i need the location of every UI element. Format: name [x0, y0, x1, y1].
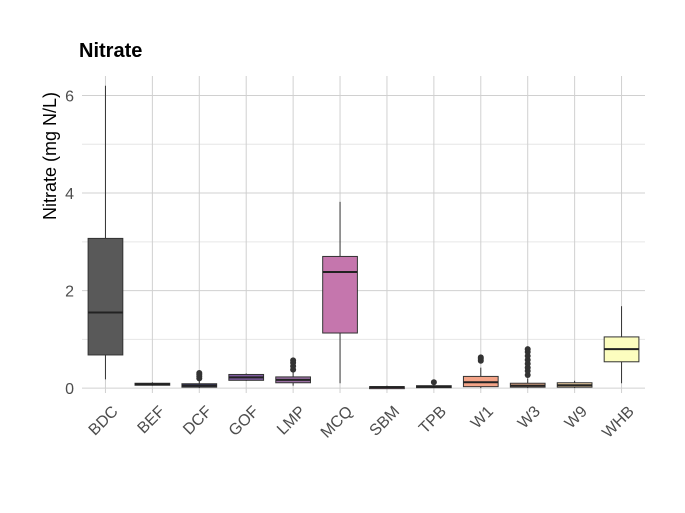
- y-tick-label: 4: [65, 186, 74, 203]
- box-w9: [556, 380, 593, 389]
- outlier-point: [524, 346, 531, 353]
- box-tpb: [416, 379, 452, 389]
- x-tick-label: BEF: [135, 403, 169, 437]
- box-mcq: [322, 201, 358, 384]
- box-body: [87, 237, 124, 356]
- outlier-point: [430, 379, 437, 386]
- chart-title: Nitrate: [79, 40, 142, 62]
- x-tick-label: W1: [468, 403, 497, 432]
- box-bef: [134, 382, 171, 386]
- outlier-point: [196, 370, 203, 377]
- box-whb: [603, 306, 640, 384]
- y-tick-label: 2: [65, 284, 74, 301]
- box-body: [322, 255, 358, 334]
- x-tick-label: MCQ: [318, 403, 356, 441]
- x-tick-label: TPB: [416, 403, 450, 437]
- box-dcf: [181, 370, 218, 389]
- outlier-point: [290, 357, 297, 364]
- x-tick-label: W3: [515, 403, 544, 432]
- box-lmp: [275, 357, 311, 386]
- box-bdc: [87, 85, 124, 380]
- box-w1: [462, 354, 499, 389]
- x-tick-label: BDC: [86, 403, 122, 439]
- x-tick-label: LMP: [274, 403, 309, 438]
- x-tick-label: GOF: [226, 403, 263, 440]
- x-tick-label: DCF: [180, 403, 215, 438]
- y-axis-label: Nitrate (mg N/L): [40, 92, 60, 220]
- y-axis-ticks: 0 2 4 6: [65, 89, 74, 399]
- box-sbm: [369, 385, 405, 390]
- outlier-point: [477, 354, 484, 361]
- x-tick-label: SBM: [367, 403, 404, 440]
- x-tick-label: WHB: [599, 403, 637, 441]
- boxes: [87, 85, 640, 390]
- x-tick-label: W9: [562, 403, 591, 432]
- box-gof: [228, 373, 265, 381]
- y-tick-label: 6: [65, 89, 74, 106]
- y-tick-label: 0: [65, 381, 74, 398]
- grid-lines: [82, 76, 645, 393]
- box-w3: [509, 346, 546, 389]
- x-axis-ticks: BDC BEF DCF GOF LMP MCQ SBM TPB W1 W3 W9 WHB: [86, 403, 638, 442]
